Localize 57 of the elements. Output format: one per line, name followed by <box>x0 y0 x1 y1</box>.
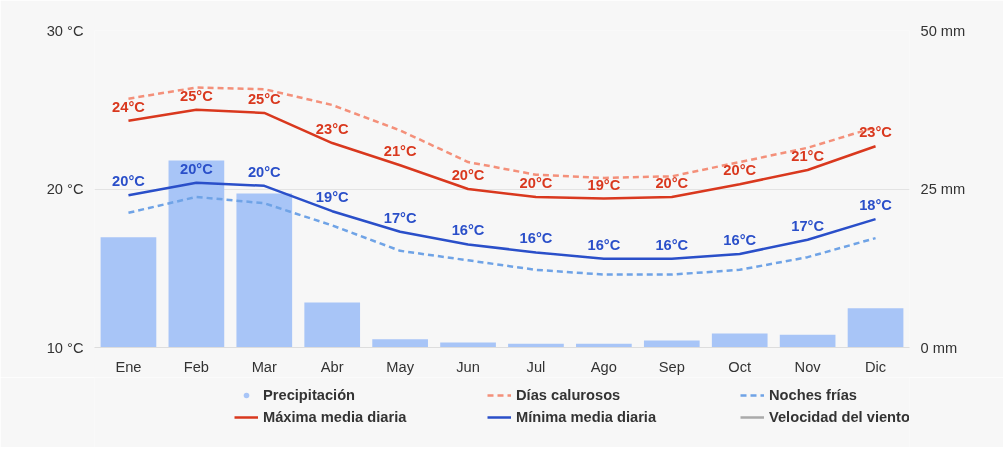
x-tick-label: Oct <box>728 358 752 375</box>
data-label: 16°C <box>451 222 485 239</box>
x-tick-label: Mar <box>251 358 278 375</box>
data-label: 25°C <box>180 87 214 104</box>
bar <box>372 339 428 348</box>
bar <box>100 237 157 348</box>
data-label: 20°C <box>451 167 485 183</box>
data-label: 19°C <box>587 176 621 193</box>
bar <box>847 308 904 348</box>
data-label: 16°C <box>723 231 757 248</box>
y-tick-label: 10 °C <box>46 339 84 356</box>
bar <box>168 160 225 348</box>
y2-tick-label: 50 mm <box>920 22 966 39</box>
data-label: 20°C <box>247 163 282 180</box>
bar <box>779 334 836 348</box>
x-tick-label: Feb <box>183 358 210 375</box>
data-label: 16°C <box>655 236 689 253</box>
y-tick-label: 20 °C <box>46 181 84 197</box>
y-tick-label: 30 °C <box>46 22 84 39</box>
data-label: 17°C <box>383 209 417 226</box>
y2-tick-label: 0 mm <box>920 339 958 356</box>
data-label: 20°C <box>112 173 146 190</box>
x-tick-label: Jul <box>526 358 546 375</box>
bar <box>236 193 293 348</box>
data-label: 24°C <box>112 98 146 115</box>
legend-label: Velocidad del viento <box>769 409 910 425</box>
legend-label: Máxima media diaria <box>263 409 408 425</box>
data-label: 17°C <box>791 217 825 234</box>
data-label: 20°C <box>180 160 214 177</box>
x-tick-label: Dic <box>864 358 887 375</box>
data-label: 20°C <box>519 174 553 191</box>
data-label: 21°C <box>791 147 825 164</box>
bar <box>711 333 768 348</box>
data-label: 25°C <box>247 90 282 107</box>
legend-label: Noches frías <box>769 387 858 403</box>
data-label: 18°C <box>859 197 893 214</box>
data-label: 20°C <box>723 162 757 179</box>
text: Precipitación <box>263 387 357 403</box>
data-label: 21°C <box>383 143 417 160</box>
bar <box>440 342 496 348</box>
x-tick-label: Jun <box>456 358 480 375</box>
x-tick-label: Abr <box>320 358 344 375</box>
data-label: 16°C <box>587 236 621 253</box>
data-label: 16°C <box>519 230 553 247</box>
data-label: 20°C <box>655 174 689 191</box>
x-tick-label: Ene <box>115 358 142 375</box>
data-label: 23°C <box>859 124 893 141</box>
data-label: 19°C <box>315 189 349 206</box>
x-tick-label: Sep <box>658 358 685 375</box>
legend-label: Mínima media diaria <box>516 409 658 425</box>
bar <box>304 302 361 348</box>
y2-tick-label: 25 mm <box>920 181 966 197</box>
x-tick-label: Nov <box>794 358 822 375</box>
legend-label: Días calurosos <box>516 387 622 403</box>
data-label: 23°C <box>315 121 349 138</box>
x-tick-label: May <box>386 358 415 375</box>
x-tick-label: Ago <box>590 358 617 375</box>
